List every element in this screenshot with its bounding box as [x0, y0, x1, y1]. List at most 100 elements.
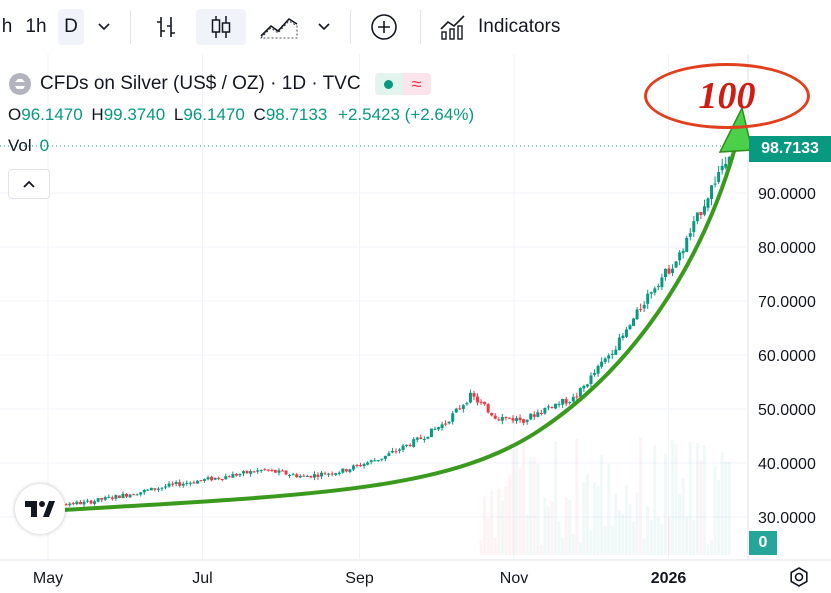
- candle-body: [312, 474, 316, 478]
- candle-body: [685, 237, 689, 253]
- candle: [330, 471, 334, 477]
- chevron-down-icon: [318, 23, 330, 31]
- target-annotation: 100: [644, 63, 810, 129]
- candle: [266, 469, 270, 472]
- y-tick-label: 40.0000: [758, 456, 816, 473]
- candle: [64, 503, 68, 506]
- volume-bar: [674, 443, 678, 555]
- candle: [376, 460, 380, 462]
- candle-body: [447, 421, 451, 424]
- symbol-title[interactable]: CFDs on Silver (US$ / OZ) · 1D · TVC: [40, 73, 361, 94]
- candle: [557, 401, 561, 408]
- candle: [405, 444, 409, 448]
- candle: [249, 469, 253, 477]
- candle-body: [465, 403, 469, 405]
- candle-body: [86, 500, 90, 502]
- volume-bar: [596, 486, 600, 555]
- price-change: +2.5423 (+2.64%): [338, 105, 475, 124]
- candle-body: [557, 403, 561, 405]
- candle-body: [515, 418, 519, 421]
- candle-body: [291, 474, 295, 476]
- candle: [706, 197, 710, 212]
- candle: [320, 471, 324, 480]
- candle-body: [518, 417, 522, 421]
- interval-d-button[interactable]: D: [58, 9, 84, 45]
- candle-body: [366, 462, 370, 465]
- candle-body: [298, 475, 302, 478]
- data-delay-badge[interactable]: ≈: [402, 73, 431, 95]
- candle-body: [632, 318, 636, 326]
- area-style-button[interactable]: [256, 9, 302, 45]
- candle-body: [125, 493, 129, 497]
- candle: [408, 443, 412, 447]
- volume-legend: Vol 0: [8, 136, 49, 156]
- candle-body: [422, 438, 426, 440]
- candle-body: [213, 477, 217, 480]
- candle: [156, 487, 160, 493]
- candle: [181, 481, 185, 488]
- plus-circle-icon: [371, 14, 397, 40]
- candle: [291, 472, 295, 476]
- candle: [607, 353, 611, 363]
- chart-settings-button[interactable]: [788, 566, 810, 593]
- volume-bar: [624, 485, 628, 555]
- candle: [125, 493, 129, 498]
- candles-style-button[interactable]: [196, 9, 246, 45]
- candle: [451, 411, 455, 425]
- candle: [511, 415, 515, 424]
- interval-partial-label: h: [1, 16, 13, 37]
- candle-body: [277, 470, 281, 473]
- collapse-legend-button[interactable]: [8, 169, 50, 199]
- candle-body: [593, 372, 597, 375]
- candle-body: [695, 212, 699, 222]
- candle-body: [724, 163, 728, 168]
- candle: [270, 468, 274, 472]
- bar-style-button[interactable]: [148, 9, 184, 45]
- candle-body: [234, 474, 238, 476]
- low-value: 96.1470: [183, 105, 245, 124]
- chart-type-dropdown-button[interactable]: [310, 9, 338, 45]
- candle-body: [596, 365, 600, 374]
- candle-body: [415, 437, 419, 440]
- candle-body: [702, 206, 706, 215]
- candle: [256, 468, 260, 474]
- candle: [671, 264, 675, 277]
- candle: [440, 421, 444, 431]
- tradingview-logo[interactable]: [15, 484, 65, 534]
- candle-body: [107, 496, 111, 498]
- candle-body: [419, 437, 423, 439]
- candle-body: [401, 445, 405, 451]
- tradingview-logo-icon: [25, 501, 55, 517]
- interval-1h-button[interactable]: 1h: [20, 9, 52, 45]
- interval-dropdown-button[interactable]: [90, 9, 118, 45]
- candle-body: [242, 471, 246, 474]
- price-chart[interactable]: 30.0000 40.0000 50.0000 60.0000 70.0000 80.00…: [0, 54, 831, 591]
- candle-body: [174, 482, 178, 485]
- volume-bar: [692, 519, 696, 555]
- candle: [610, 349, 614, 360]
- candle-body: [688, 233, 692, 237]
- compare-add-symbol-button[interactable]: [366, 9, 402, 45]
- candle-body: [522, 419, 526, 423]
- candle-body: [479, 401, 483, 403]
- volume-bar: [543, 497, 547, 555]
- interval-partial-button[interactable]: h: [0, 9, 14, 45]
- volume-bar: [500, 500, 504, 555]
- candle-body: [649, 292, 653, 294]
- candle-body: [171, 483, 175, 485]
- candle: [564, 396, 568, 407]
- candle-body: [341, 468, 345, 473]
- candle: [132, 493, 136, 496]
- candle: [234, 473, 238, 477]
- volume-bar: [536, 464, 540, 555]
- candle: [394, 448, 398, 454]
- candle-body: [607, 355, 611, 359]
- candle-body: [663, 268, 667, 278]
- candle-body: [153, 488, 157, 490]
- candle: [369, 459, 373, 465]
- candle-body: [266, 469, 270, 471]
- candle-body: [316, 474, 320, 477]
- indicators-button[interactable]: Indicators: [438, 9, 580, 45]
- candle: [362, 462, 366, 469]
- market-open-badge[interactable]: [374, 73, 403, 95]
